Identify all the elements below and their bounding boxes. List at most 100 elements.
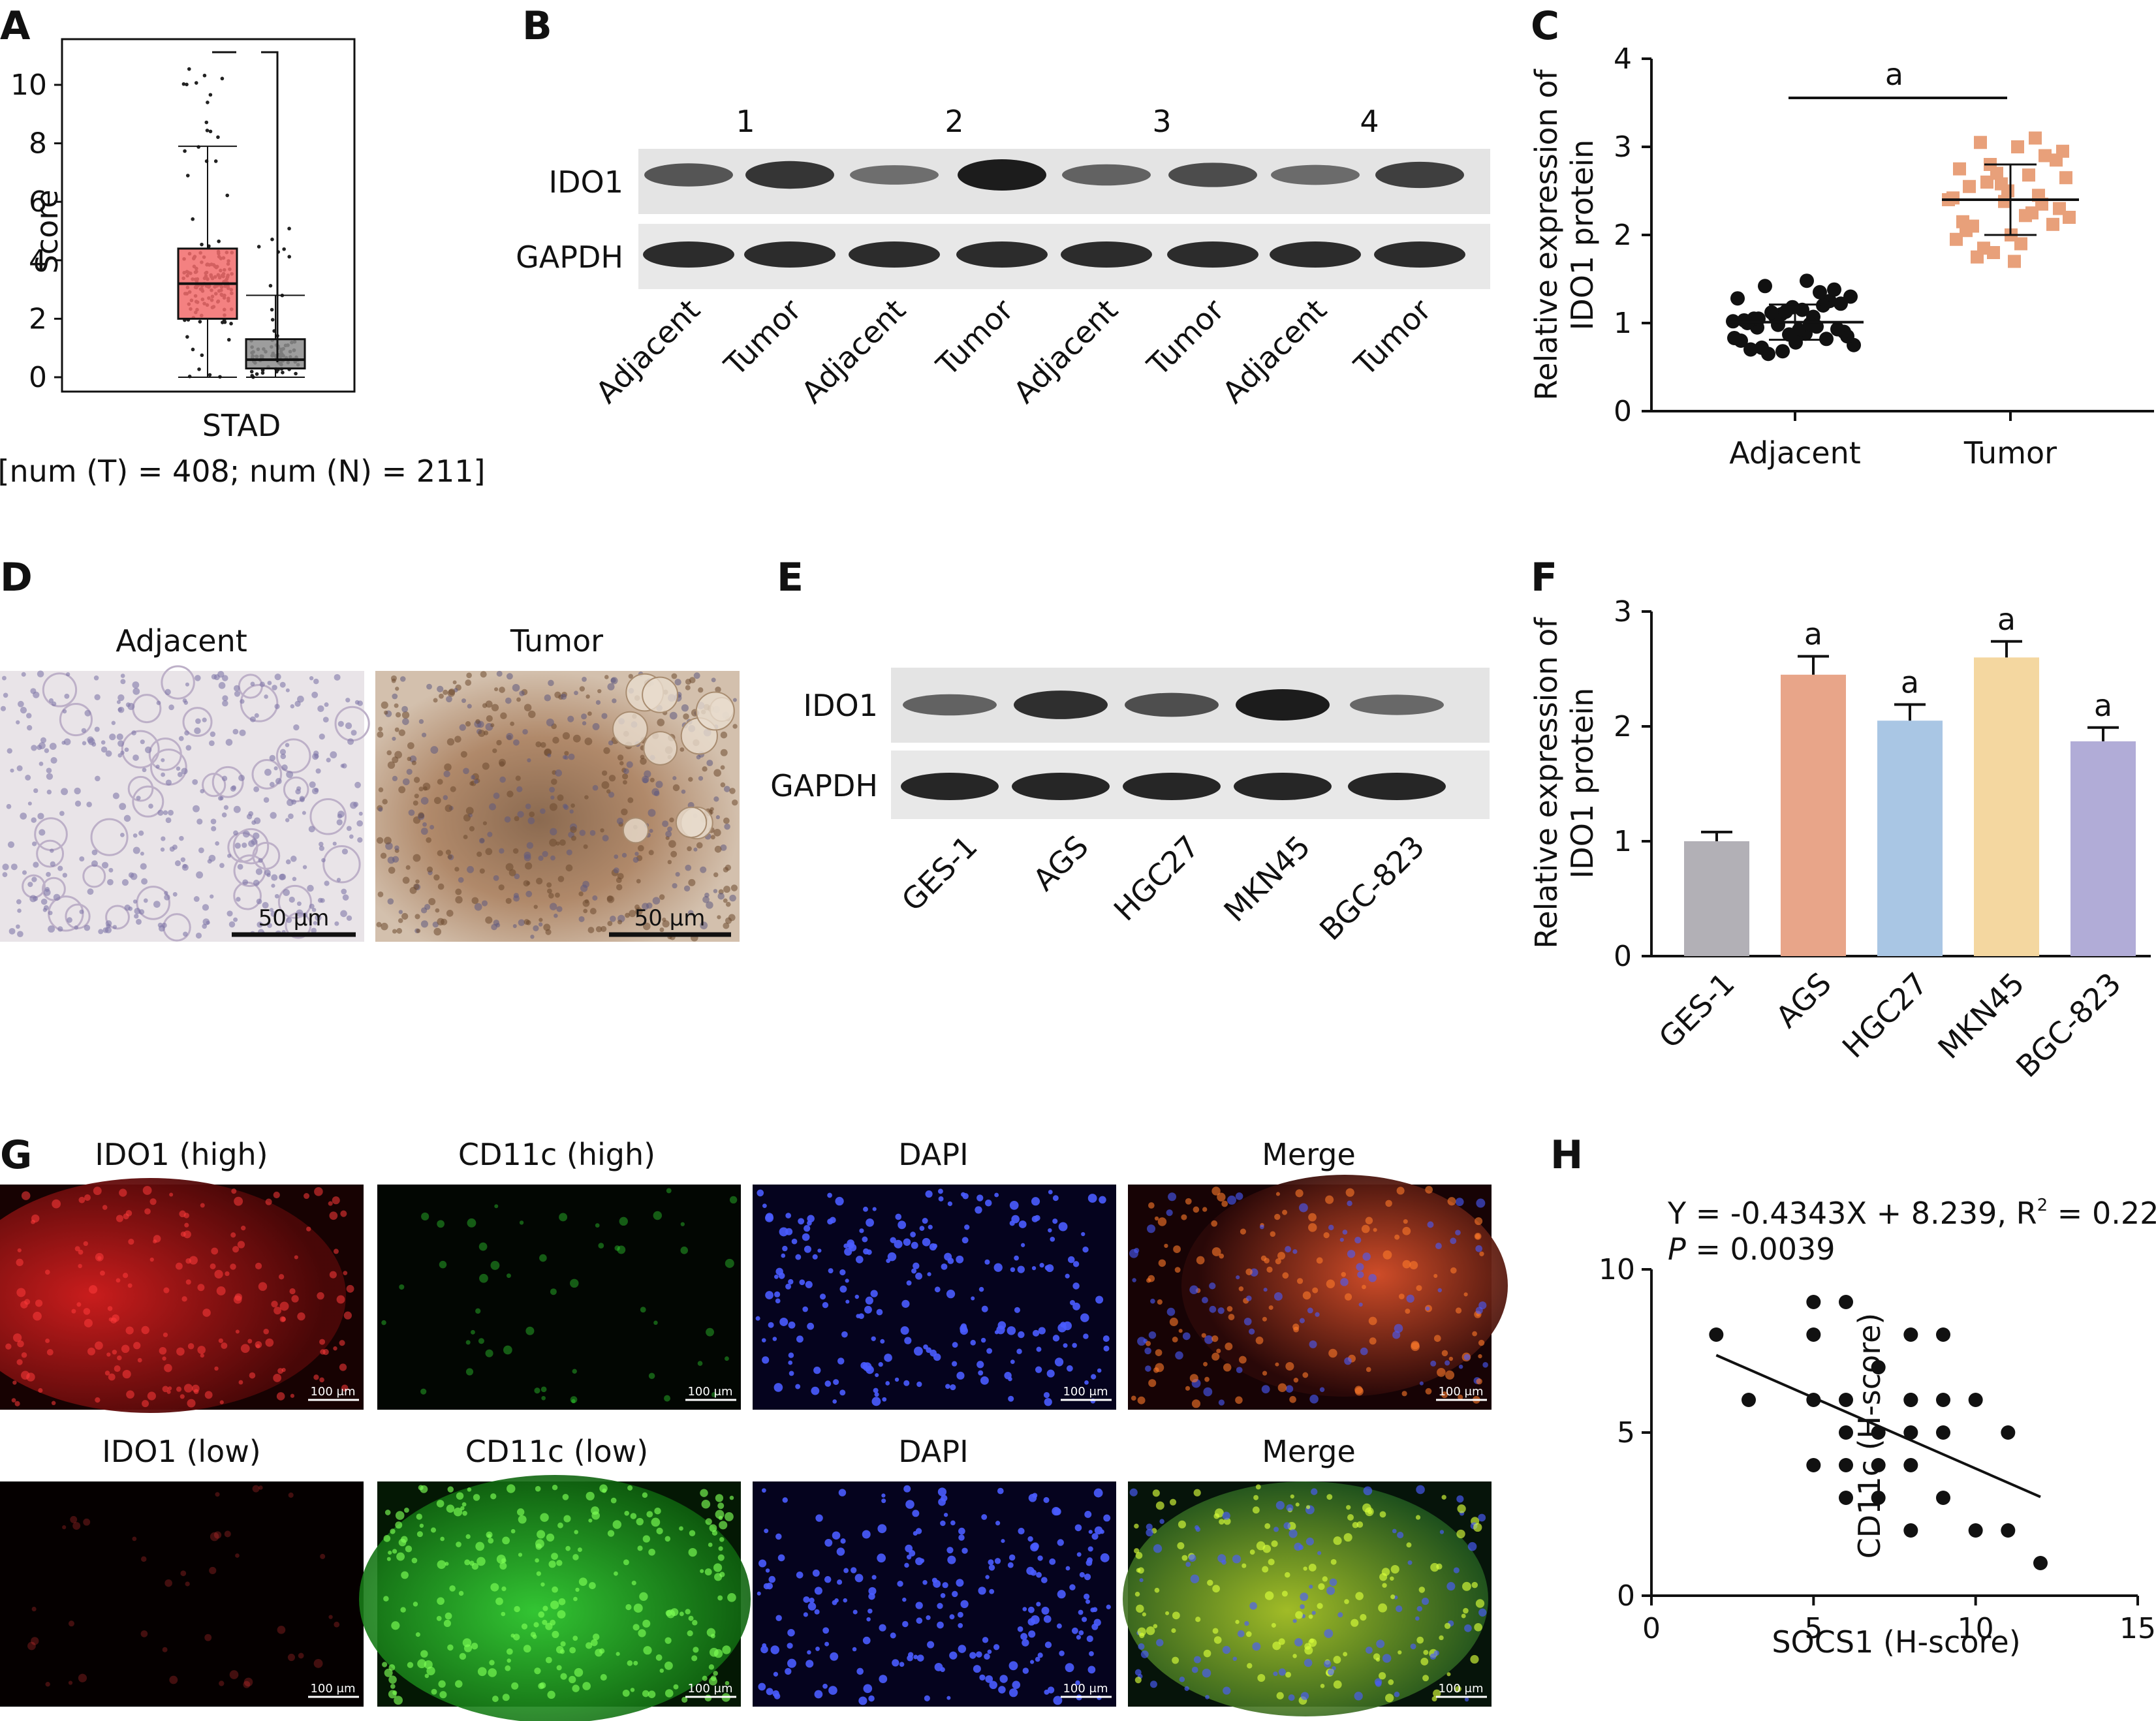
if-cell (1156, 1639, 1164, 1647)
if-cell (390, 1684, 396, 1689)
if-cell (287, 1653, 295, 1662)
if-cell (1235, 1192, 1243, 1200)
cell (461, 698, 466, 704)
cell (526, 842, 534, 849)
blot-bands-b (643, 159, 1465, 268)
cell (407, 756, 412, 762)
cell (399, 676, 406, 682)
cell (485, 916, 493, 924)
if-cell (456, 1542, 461, 1547)
nucleus (131, 730, 136, 736)
if-cell (1166, 1209, 1173, 1217)
if-cell (21, 1371, 30, 1380)
if-cell (176, 1347, 185, 1356)
nucleus (223, 805, 229, 810)
lane-number: 1 (736, 104, 755, 139)
if-cell (832, 1531, 841, 1540)
if-cell (787, 1643, 793, 1649)
cell (687, 910, 694, 916)
if-cell (319, 1377, 324, 1383)
image-title: IDO1 (high) (95, 1137, 268, 1172)
box-point (185, 82, 189, 87)
nucleus (210, 818, 217, 825)
if-cell (1058, 1222, 1068, 1232)
if-cell (637, 1545, 643, 1551)
panel-label-h: H (1550, 1132, 1583, 1178)
if-cell (906, 1555, 912, 1560)
if-cell (984, 1653, 990, 1660)
point-tumor (1946, 191, 1960, 205)
if-cell (388, 1690, 397, 1699)
nucleus (230, 786, 236, 792)
cell (717, 893, 725, 900)
if-cell (1201, 1333, 1206, 1338)
if-cell (981, 1514, 988, 1520)
cell (559, 839, 566, 846)
if-cell (785, 1283, 792, 1290)
nucleus (157, 922, 163, 928)
if-cell (1257, 1674, 1266, 1682)
if-cell (1285, 1671, 1291, 1678)
cell (420, 797, 429, 805)
cell (411, 760, 416, 766)
nucleus (297, 695, 304, 703)
if-cell (437, 1560, 446, 1570)
if-cell (788, 1352, 794, 1358)
point-tumor (2059, 171, 2072, 185)
if-cell (1092, 1607, 1098, 1613)
if-cell (458, 1590, 464, 1596)
point-adjacent (1830, 322, 1845, 337)
if-cell (1059, 1651, 1065, 1656)
cell (482, 762, 490, 770)
if-cell (214, 1366, 219, 1371)
if-cell (673, 1684, 679, 1690)
if-cell (679, 1611, 684, 1617)
cell (423, 786, 428, 791)
cell (601, 713, 608, 719)
cell (674, 678, 681, 686)
if-cell (822, 1627, 830, 1634)
if-cell (940, 1592, 946, 1598)
if-cell (121, 1344, 130, 1354)
nucleus (313, 921, 318, 925)
if-cell (1189, 1374, 1198, 1383)
scatter-point (1709, 1327, 1724, 1342)
if-cell (1401, 1391, 1407, 1397)
if-cell (964, 1224, 970, 1230)
if-cell (1312, 1287, 1319, 1294)
scatter-point (2001, 1523, 2016, 1538)
if-cell (84, 1318, 93, 1327)
gland (227, 831, 258, 863)
nucleus (25, 775, 31, 781)
if-cell (1035, 1656, 1040, 1662)
row-label-ido1-b: IDO1 (549, 164, 623, 200)
if-cell (832, 1399, 837, 1404)
box-point (270, 307, 274, 312)
cell (613, 867, 619, 874)
scatter-point (1936, 1425, 1950, 1440)
cell (732, 724, 738, 729)
if-cell (204, 1634, 212, 1641)
box-point (257, 245, 261, 249)
if-cell (1134, 1669, 1142, 1676)
nucleus (62, 873, 68, 878)
if-cell (1362, 1284, 1366, 1290)
if-cell (813, 1366, 821, 1374)
cell (706, 901, 713, 909)
if-cell (1181, 1214, 1187, 1220)
band-ido1 (903, 694, 997, 716)
cell (597, 689, 602, 694)
cell (683, 885, 691, 892)
nucleus (259, 681, 265, 687)
if-cell (1367, 1509, 1373, 1514)
cell (496, 670, 503, 677)
if-cell (1283, 1522, 1291, 1530)
if-cell (1001, 1539, 1005, 1543)
nucleus (346, 826, 352, 831)
gland (211, 766, 244, 798)
if-cell (727, 1593, 736, 1602)
if-cell (1228, 1314, 1235, 1320)
nucleus (275, 778, 282, 784)
